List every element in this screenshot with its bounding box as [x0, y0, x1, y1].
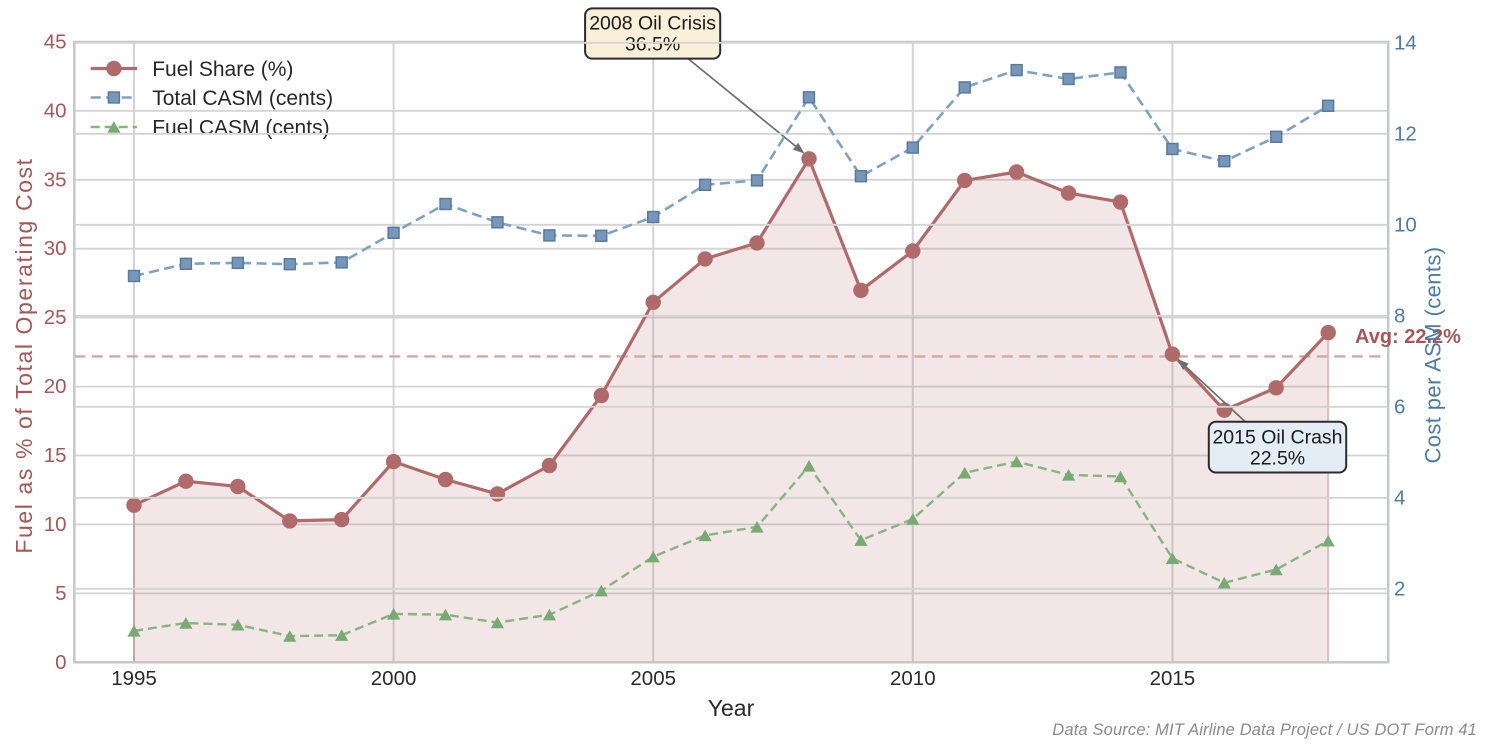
- svg-text:0: 0: [55, 651, 66, 674]
- svg-text:2: 2: [1394, 577, 1405, 600]
- svg-text:36.5%: 36.5%: [625, 33, 680, 55]
- svg-text:5: 5: [55, 582, 66, 605]
- svg-text:20: 20: [44, 375, 67, 398]
- svg-text:Total CASM (cents): Total CASM (cents): [152, 87, 333, 110]
- svg-text:15: 15: [44, 444, 67, 467]
- svg-text:40: 40: [44, 99, 67, 122]
- svg-text:1995: 1995: [111, 667, 157, 690]
- svg-text:35: 35: [44, 168, 67, 191]
- svg-text:2005: 2005: [630, 667, 676, 690]
- svg-text:30: 30: [44, 237, 67, 260]
- svg-text:Data Source: MIT Airline Data: Data Source: MIT Airline Data Project / …: [1052, 721, 1477, 739]
- svg-text:10: 10: [1394, 213, 1417, 236]
- svg-text:6: 6: [1394, 395, 1405, 418]
- svg-text:2010: 2010: [890, 667, 936, 690]
- svg-text:12: 12: [1394, 122, 1417, 145]
- svg-text:14: 14: [1394, 31, 1417, 54]
- svg-text:2015: 2015: [1150, 667, 1196, 690]
- svg-text:Fuel Share (%): Fuel Share (%): [152, 58, 293, 81]
- svg-text:Fuel CASM (cents): Fuel CASM (cents): [152, 117, 329, 140]
- svg-text:8: 8: [1394, 304, 1405, 327]
- svg-text:Fuel as % of Total Operating C: Fuel as % of Total Operating Cost: [11, 157, 37, 553]
- svg-text:Year: Year: [708, 695, 755, 721]
- svg-text:Cost per ASM (cents): Cost per ASM (cents): [1421, 246, 1446, 463]
- svg-text:2008 Oil Crisis: 2008 Oil Crisis: [589, 13, 716, 35]
- svg-text:2000: 2000: [371, 667, 417, 690]
- svg-text:45: 45: [44, 30, 67, 53]
- svg-text:Avg: 22.2%: Avg: 22.2%: [1355, 326, 1461, 348]
- svg-text:10: 10: [44, 513, 67, 536]
- svg-text:22.5%: 22.5%: [1250, 447, 1305, 469]
- svg-text:25: 25: [44, 306, 67, 329]
- svg-text:4: 4: [1394, 486, 1405, 509]
- svg-text:2015 Oil Crash: 2015 Oil Crash: [1212, 426, 1342, 448]
